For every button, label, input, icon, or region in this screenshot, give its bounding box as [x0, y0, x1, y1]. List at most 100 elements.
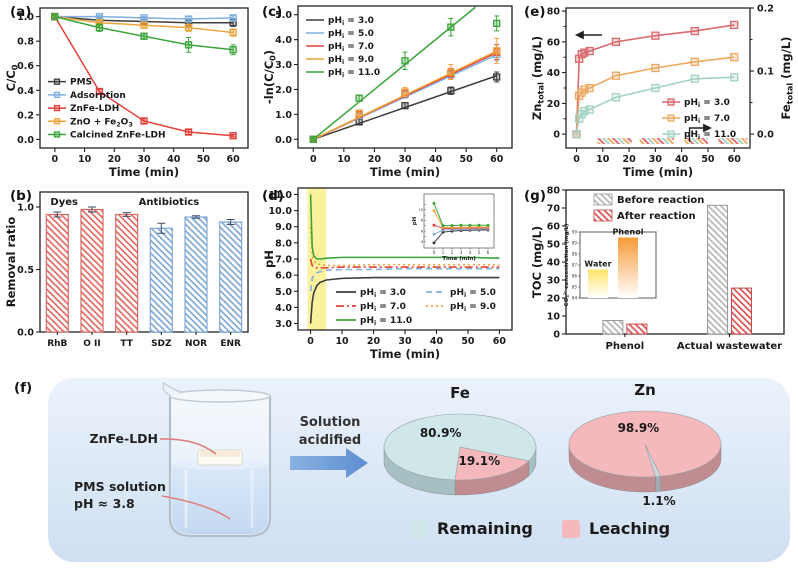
- svg-text:3.0: 3.0: [275, 60, 292, 71]
- c-axes: 0 10 20 30 40 50 60 0.0 1.0 2.0 3.0 4.0 5.0 Time (min…: [262, 5, 513, 179]
- panel-b: (b) 0.0 0.5 1.0 Removal ratio RhB O II TT SDZ NO…: [0, 182, 258, 364]
- svg-text:9.0: 9.0: [275, 222, 292, 233]
- svg-text:50: 50: [197, 154, 211, 165]
- svg-text:Fetotal (mg/L): Fetotal (mg/L): [779, 37, 795, 120]
- svg-text:pHi = 5.0: pHi = 5.0: [450, 288, 496, 299]
- svg-text:Water: Water: [584, 259, 611, 268]
- a-legend-4: Calcined ZnFe-LDH: [48, 130, 166, 140]
- svg-text:-ln(C/C0): -ln(C/C0): [262, 50, 278, 104]
- e-fe-band-3: [718, 138, 748, 144]
- svg-text:Time (min): Time (min): [370, 347, 440, 361]
- svg-text:86: 86: [572, 274, 578, 279]
- g-bars-1: Actual wastewater: [677, 204, 782, 352]
- svg-text:0: 0: [310, 154, 317, 165]
- pms-pointer-line: [161, 495, 231, 520]
- svg-text:0: 0: [553, 130, 560, 141]
- svg-text:20: 20: [368, 154, 382, 165]
- svg-text:80: 80: [547, 186, 561, 197]
- svg-text:50: 50: [460, 154, 474, 165]
- svg-text:pHi = 11.0: pHi = 11.0: [328, 68, 380, 79]
- svg-text:6: 6: [487, 250, 490, 255]
- panel-g: (g) 0 10 20 30 40 50 60 70 80 TOC (mg/L) Phenol Act…: [522, 182, 798, 364]
- panel-g-label: (g): [524, 188, 547, 204]
- d-series-3: [309, 226, 500, 267]
- d-legend-0-1: pHi = 7.0: [336, 302, 406, 313]
- svg-text:8.0: 8.0: [275, 238, 292, 249]
- svg-text:60: 60: [547, 222, 561, 233]
- panel-d: (d) 0 10 20 30 40 50 60 3.0 4.0 5.0 6.0 7.0 8.0 9.0 10…: [258, 182, 522, 364]
- svg-text:0: 0: [307, 336, 314, 347]
- svg-text:Time (min): Time (min): [442, 256, 476, 262]
- solution-acidified-arrow-icon: [290, 448, 368, 478]
- c-series-0: [309, 71, 501, 143]
- svg-text:8: 8: [421, 219, 424, 223]
- svg-text:pHi = 5.0: pHi = 5.0: [328, 29, 374, 40]
- svg-text:Before reaction: Before reaction: [617, 195, 704, 206]
- c-legend-0: pHi = 3.0: [306, 16, 374, 27]
- legend-leaching: Leaching: [562, 519, 670, 538]
- svg-text:4: 4: [469, 250, 472, 255]
- svg-text:6: 6: [421, 229, 424, 233]
- svg-text:50: 50: [461, 336, 475, 347]
- svg-text:1.0: 1.0: [17, 12, 34, 23]
- svg-text:30: 30: [398, 154, 412, 165]
- svg-text:0.0: 0.0: [757, 130, 774, 141]
- a-legend-1: Adsorption: [48, 91, 126, 101]
- c-legend-2: pHi = 7.0: [306, 42, 374, 53]
- panel-f-label: (f): [14, 380, 33, 396]
- e-legend-1: pHi = 7.0: [662, 114, 730, 125]
- svg-text:ZnO + Fe2O3: ZnO + Fe2O3: [70, 117, 133, 128]
- svg-text:10: 10: [547, 312, 561, 323]
- svg-text:40: 40: [547, 258, 561, 269]
- svg-text:Zntotal (mg/L): Zntotal (mg/L): [530, 36, 546, 120]
- panel-f: (f) 19.1% 80.9% Fe 1.1% 98.9% Zn ZnFe-LDH PMS…: [0, 364, 798, 568]
- svg-text:0.2: 0.2: [757, 4, 774, 15]
- e-series-2: [572, 73, 739, 139]
- svg-text:pHi = 3.0: pHi = 3.0: [684, 98, 730, 109]
- d-axes: 0 10 20 30 40 50 603.04.05.06.07.08.09.010.011…: [262, 187, 513, 361]
- svg-text:84: 84: [572, 296, 578, 301]
- d-legend-0-2: pHi = 11.0: [336, 316, 412, 327]
- znfe-ldh-text: ZnFe-LDH: [89, 431, 158, 446]
- svg-text:30: 30: [137, 154, 151, 165]
- c-series-4: [309, 6, 501, 143]
- pms-solution-text: PMS solution: [74, 479, 166, 494]
- svg-text:Zn: Zn: [634, 381, 656, 399]
- svg-text:0.0: 0.0: [17, 328, 34, 339]
- svg-text:1: 1: [442, 250, 445, 255]
- svg-text:60: 60: [547, 37, 561, 48]
- svg-text:pHi = 11.0: pHi = 11.0: [684, 130, 736, 141]
- panel-g-chart: 0 10 20 30 40 50 60 70 80 TOC (mg/L) Phenol Actual …: [530, 186, 785, 352]
- svg-text:Removal ratio: Removal ratio: [4, 217, 18, 308]
- a-legend-3: ZnO + Fe2O3: [48, 117, 133, 128]
- svg-text:5.0: 5.0: [275, 10, 292, 21]
- panel-d-label: (d): [262, 188, 285, 204]
- svg-text:pHi = 3.0: pHi = 3.0: [328, 16, 374, 27]
- svg-text:NOR: NOR: [185, 339, 207, 349]
- svg-text:80.9%: 80.9%: [420, 426, 462, 440]
- svg-text:0: 0: [573, 154, 580, 165]
- a-legend-0: PMS: [48, 78, 92, 88]
- svg-text:O II: O II: [83, 339, 100, 349]
- svg-text:60: 60: [227, 154, 241, 165]
- svg-text:30: 30: [649, 154, 663, 165]
- svg-text:pH: pH: [262, 250, 276, 268]
- pie-fe: 19.1% 80.9% Fe: [383, 384, 537, 496]
- svg-text:Dyes: Dyes: [50, 197, 78, 208]
- svg-text:10.0: 10.0: [269, 206, 293, 217]
- svg-text:0.0: 0.0: [275, 135, 292, 146]
- svg-text:Phenol: Phenol: [613, 228, 644, 237]
- svg-text:4: 4: [421, 240, 424, 244]
- svg-text:0.4: 0.4: [17, 86, 34, 97]
- svg-text:10: 10: [78, 154, 92, 165]
- svg-text:TT: TT: [120, 339, 133, 349]
- svg-text:7.0: 7.0: [275, 255, 292, 266]
- svg-text:pHi = 11.0: pHi = 11.0: [360, 316, 412, 327]
- svg-text:Time (min): Time (min): [623, 165, 693, 179]
- svg-text:85: 85: [572, 285, 578, 290]
- remaining-label: Remaining: [437, 519, 533, 538]
- svg-text:6.0: 6.0: [275, 271, 292, 282]
- svg-text:pHi = 3.0: pHi = 3.0: [360, 288, 406, 299]
- svg-text:19.1%: 19.1%: [459, 454, 501, 468]
- svg-text:10: 10: [418, 208, 423, 212]
